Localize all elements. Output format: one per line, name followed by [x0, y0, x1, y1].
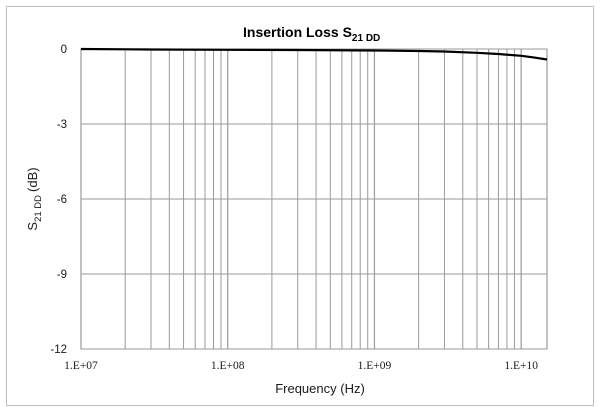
- chart-title-main: Insertion Loss S: [243, 24, 352, 40]
- y-tick-label: -6: [57, 194, 67, 206]
- y-axis-title-main: S: [25, 222, 40, 231]
- y-axis-title-unit: (dB): [25, 167, 40, 192]
- grid-layer: [80, 48, 548, 350]
- series-layer: [80, 47, 548, 61]
- insertion-loss-chart: Insertion Loss S21 DD 0-3-6-9-121.E+07 1.…: [25, 24, 548, 396]
- y-tick-label: 0: [61, 44, 67, 56]
- y-axis-title-sub: 21 DD: [33, 195, 44, 222]
- x-tick-label: 1.E+08: [211, 360, 245, 372]
- y-axis-title: S21 DD (dB): [25, 167, 44, 230]
- x-tick-label: 1.E+07: [64, 360, 98, 372]
- y-tick-label: -3: [57, 119, 67, 131]
- y-tick-label: -12: [50, 344, 67, 356]
- x-axis-title: Frequency (Hz): [275, 381, 365, 396]
- chart-title: Insertion Loss S21 DD: [243, 24, 380, 44]
- x-tick-label: 1.E+10: [504, 360, 538, 372]
- tick-layer: 0 -3 -6 -9 -12 1.E+07 1.E+08 1.E+09 1.E+10: [50, 44, 538, 372]
- chart-title-sub: 21 DD: [352, 33, 380, 44]
- chart-frame: Insertion Loss S21 DD 0 -3 -6 -9 -12 1.E+07 1.…: [6, 6, 594, 406]
- insertion-loss-line: [80, 47, 548, 61]
- x-tick-label: 1.E+09: [358, 360, 392, 372]
- y-tick-label: -9: [57, 269, 67, 281]
